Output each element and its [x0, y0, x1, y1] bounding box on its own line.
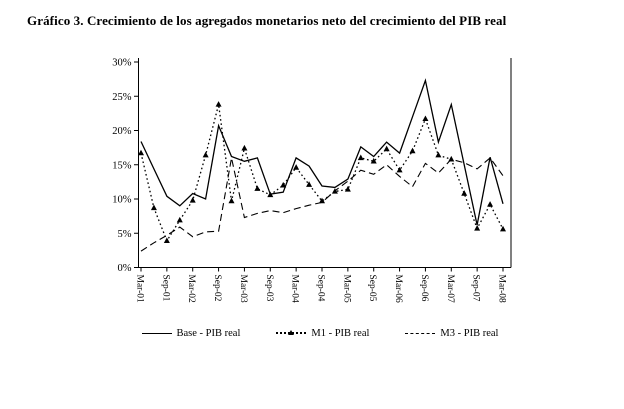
triangle-marker-icon [306, 181, 313, 187]
series-line-m1 [140, 104, 504, 243]
x-tick-label: Mar-06 [393, 275, 403, 304]
legend-entry-base: Base - PIB real [141, 327, 241, 339]
y-tick-label: 20% [112, 126, 132, 137]
triangle-marker-icon [461, 190, 468, 196]
legend-label-m3: M3 - PIB real [440, 327, 499, 339]
triangle-marker-icon [267, 191, 274, 198]
triangle-marker-icon [344, 186, 351, 192]
x-tick-label: Mar-02 [186, 275, 196, 304]
triangle-marker-icon [288, 330, 295, 335]
x-tick-label: Mar-04 [290, 275, 300, 304]
triangle-marker-icon [396, 166, 403, 173]
x-tick-label: Mar-08 [497, 275, 507, 304]
triangle-marker-icon [138, 149, 144, 156]
triangle-marker-icon [370, 157, 377, 164]
legend-entry-m1: M1 - PIB real [276, 328, 369, 339]
x-tick-label: Mar-03 [238, 275, 248, 304]
x-tick-label: Sep-07 [471, 275, 481, 302]
triangle-marker-icon [383, 145, 390, 152]
series-line-m3 [140, 157, 504, 252]
triangle-marker-icon [422, 115, 429, 122]
x-tick-label: Sep-05 [367, 275, 377, 302]
x-tick-label: Mar-01 [135, 275, 145, 304]
triangle-marker-icon [189, 196, 196, 203]
triangle-marker-icon [150, 204, 157, 211]
triangle-marker-icon [254, 185, 261, 191]
chart-legend: Base - PIB real M1 - PIB real M3 - PIB r… [120, 324, 520, 342]
triangle-marker-icon [241, 144, 248, 151]
base-line-swatch [141, 332, 172, 334]
y-tick-label: 0% [118, 263, 132, 274]
x-tick-label: Mar-07 [445, 275, 455, 304]
triangle-marker-icon [202, 151, 209, 158]
triangle-marker-icon [435, 151, 442, 158]
legend-entry-m3: M3 - PIB real [405, 328, 498, 339]
x-tick-label: Sep-03 [264, 275, 274, 302]
triangle-marker-icon [176, 216, 183, 223]
x-tick-label: Sep-06 [419, 275, 429, 302]
y-tick-label: 5% [118, 229, 132, 240]
series-line-base [140, 78, 504, 226]
m3-line-swatch [405, 332, 436, 334]
triangle-marker-icon [500, 225, 506, 232]
y-tick-label: 30% [112, 58, 132, 69]
triangle-marker-icon [319, 197, 325, 204]
y-tick-label: 25% [112, 92, 132, 103]
chart-title: Gráfico 3. Crecimiento de los agregados … [27, 13, 507, 28]
m1-line-swatch [276, 330, 307, 335]
y-tick-label: 15% [112, 160, 132, 171]
x-tick-label: Sep-01 [160, 275, 170, 302]
triangle-marker-icon [228, 197, 235, 204]
triangle-marker-icon [487, 201, 494, 207]
y-tick-label: 10% [112, 195, 132, 206]
triangle-marker-icon [448, 155, 455, 162]
x-tick-label: Mar-05 [341, 275, 351, 304]
x-tick-label: Sep-04 [316, 275, 326, 302]
triangle-marker-icon [409, 147, 416, 154]
triangle-marker-icon [215, 101, 222, 107]
legend-label-base: Base - PIB real [176, 327, 241, 339]
triangle-marker-icon [293, 164, 300, 170]
triangle-marker-icon [357, 154, 364, 161]
triangle-marker-icon [280, 181, 287, 188]
legend-label-m1: M1 - PIB real [311, 327, 370, 339]
triangle-marker-icon [163, 237, 170, 243]
x-tick-label: Sep-02 [212, 275, 222, 302]
triangle-marker-icon [474, 225, 481, 231]
